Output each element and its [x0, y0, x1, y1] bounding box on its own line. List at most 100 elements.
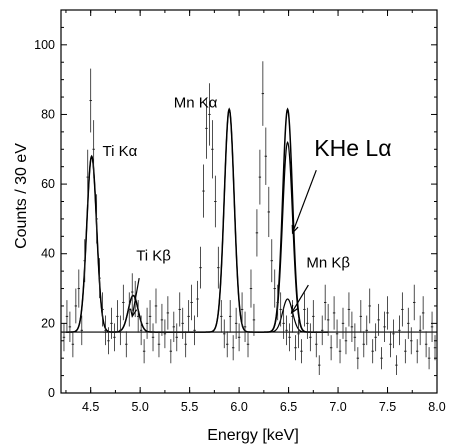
data-point: [255, 209, 259, 257]
data-point: [223, 319, 226, 349]
data-point: [356, 347, 360, 370]
data-point: [410, 327, 413, 355]
fit-curves: [61, 107, 437, 333]
data-point: [95, 194, 98, 244]
data-point: [125, 331, 128, 358]
annotation-arrow: [290, 284, 309, 315]
data-point: [332, 296, 336, 330]
y-tick-label: 40: [41, 247, 55, 261]
data-point: [116, 300, 119, 333]
data-point: [169, 339, 173, 364]
data-point: [294, 335, 297, 361]
axis-ticks: 4.5 5.0 5.5 6.0 6.5 7.0 7.5 8.0 0 20 40 60 80 100: [34, 9, 446, 414]
data-point: [300, 339, 303, 364]
data-point: [92, 120, 95, 179]
component-curve: [257, 298, 318, 333]
data-point: [326, 303, 330, 336]
data-point: [329, 335, 333, 361]
data-point: [249, 269, 253, 308]
data-point: [312, 300, 315, 333]
data-point: [321, 315, 324, 346]
data-point: [71, 331, 75, 358]
data-point: [151, 323, 155, 352]
data-point: [181, 307, 184, 339]
data-point: [145, 307, 149, 339]
x-axis-label: Energy [keV]: [207, 427, 299, 444]
data-point: [418, 315, 422, 346]
data-point: [306, 307, 309, 339]
data-point: [377, 303, 380, 336]
data-point: [131, 273, 134, 311]
x-tick-label: 4.5: [82, 400, 99, 414]
x-tick-label: 8.0: [428, 400, 445, 414]
peak-label: Ti Kα: [103, 143, 138, 160]
data-points: [62, 61, 437, 375]
data-point: [323, 284, 327, 321]
data-point: [285, 315, 288, 346]
component-curve: [199, 107, 259, 333]
data-point: [196, 280, 199, 318]
data-point: [172, 311, 175, 343]
data-point: [220, 300, 223, 333]
y-tick-label: 100: [34, 38, 55, 52]
data-point: [231, 335, 235, 361]
data-point: [122, 284, 125, 321]
data-point: [234, 307, 238, 339]
data-point: [374, 323, 377, 352]
data-point: [350, 311, 354, 343]
data-point: [258, 149, 262, 205]
x-tick-label: 7.5: [379, 400, 396, 414]
data-point: [389, 331, 392, 358]
data-point: [246, 331, 250, 358]
data-point: [163, 319, 167, 349]
annotation-arrow: [291, 169, 317, 235]
data-point: [226, 331, 229, 358]
x-tick-label: 5.0: [131, 400, 148, 414]
y-axis-label: Counts / 30 eV: [13, 143, 30, 249]
data-point: [303, 292, 306, 327]
component-curve: [61, 155, 122, 333]
data-point: [187, 300, 190, 333]
total-fit-curve: [65, 107, 329, 333]
data-point: [341, 307, 345, 339]
data-point: [74, 288, 78, 324]
data-point: [89, 68, 92, 133]
data-point: [101, 292, 104, 327]
y-tick-label: 60: [41, 177, 55, 191]
peak-label: Mn Kβ: [306, 255, 350, 272]
data-point: [433, 335, 437, 361]
data-point: [338, 339, 342, 364]
y-tick-label: 80: [41, 107, 55, 121]
data-point: [217, 246, 220, 289]
data-point: [395, 355, 398, 375]
data-point: [335, 319, 339, 349]
data-point: [424, 331, 428, 358]
data-point: [276, 284, 279, 321]
data-point: [291, 300, 294, 333]
data-point: [347, 292, 351, 327]
y-tick-label: 0: [48, 386, 55, 400]
data-point: [404, 339, 407, 364]
data-point: [264, 127, 268, 185]
data-point: [178, 292, 181, 327]
data-point: [413, 284, 416, 321]
data-point: [270, 239, 273, 283]
data-point: [297, 319, 300, 349]
data-point: [83, 239, 86, 283]
data-point: [407, 307, 410, 339]
data-point: [315, 331, 318, 358]
data-point: [119, 315, 122, 346]
data-point: [80, 315, 83, 346]
data-point: [205, 98, 208, 159]
annotations: Ti Kα Mn Kα KHe Lα Ti Kβ Mn Kβ: [103, 94, 392, 318]
data-point: [240, 292, 244, 327]
data-point: [401, 292, 404, 327]
data-point: [104, 315, 107, 346]
x-tick-label: 7.0: [329, 400, 346, 414]
annotation-arrow: [129, 277, 140, 318]
data-point: [371, 339, 374, 364]
data-point: [202, 164, 205, 218]
data-point: [386, 296, 389, 330]
data-point: [309, 323, 312, 352]
